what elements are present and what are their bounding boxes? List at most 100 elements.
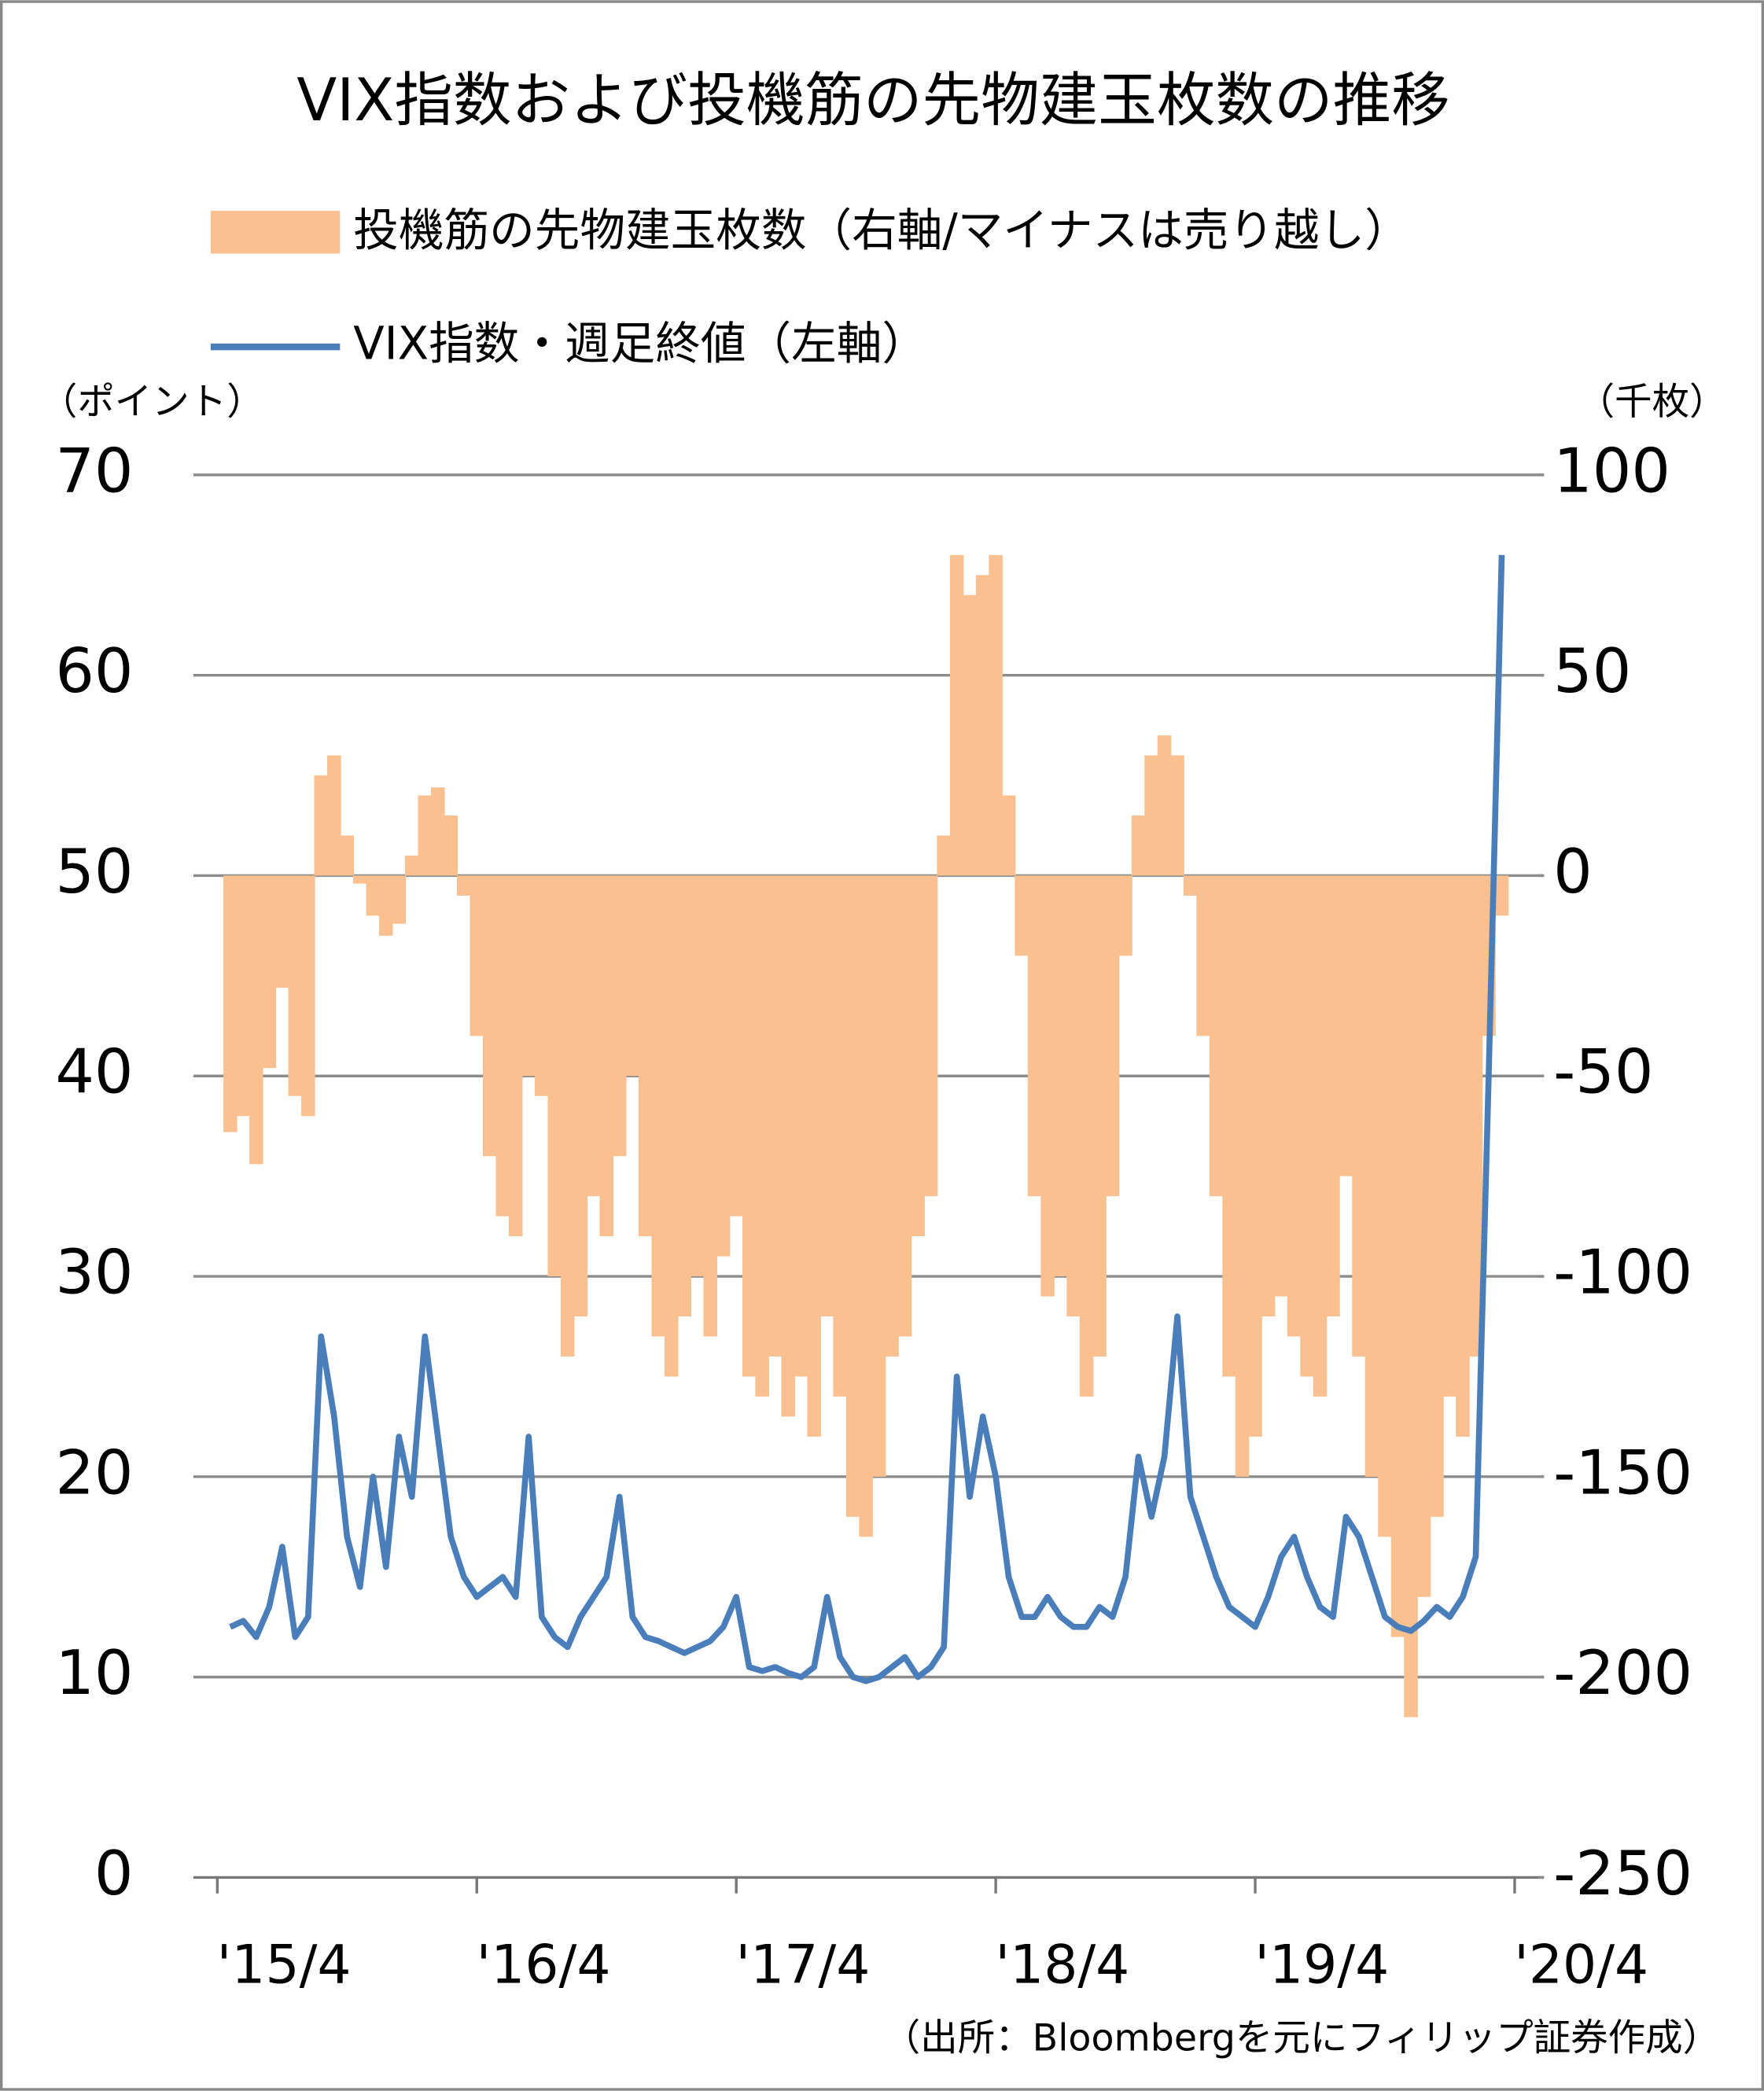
bar — [1364, 875, 1379, 1477]
bar — [1131, 815, 1146, 876]
bar — [314, 775, 329, 876]
bar — [845, 875, 860, 1517]
bar — [963, 595, 977, 876]
source: （出所：Bloombergを元にフィリップ証券作成） — [883, 2016, 1720, 2060]
bar — [1378, 875, 1392, 1537]
bar — [353, 875, 367, 884]
bar — [366, 875, 381, 916]
bar — [859, 875, 873, 1537]
y2-axis-label: （千枚） — [1578, 381, 1727, 424]
bar — [1209, 875, 1224, 1197]
bar — [405, 855, 419, 876]
bar — [703, 875, 717, 1337]
bar — [470, 875, 484, 1036]
bar — [911, 875, 925, 1237]
legend-swatch — [210, 211, 341, 254]
x-tick-label: '20/4 — [1514, 1933, 1648, 1995]
bar — [1390, 875, 1405, 1637]
bar — [716, 875, 731, 1257]
y2-tick-label: -100 — [1553, 1238, 1692, 1309]
bar — [327, 755, 341, 876]
bar — [923, 875, 938, 1197]
chart-title: VIX指数および投機筋の先物建玉枚数の推移 — [296, 66, 1450, 134]
bar — [1144, 755, 1158, 876]
bar — [1494, 875, 1509, 916]
bar — [937, 835, 951, 876]
bar — [495, 875, 510, 1217]
bar — [509, 875, 523, 1237]
y2-tick-label: -200 — [1553, 1638, 1692, 1709]
y-tick-label: 60 — [55, 636, 133, 707]
bar — [1066, 875, 1081, 1317]
bar — [1261, 875, 1276, 1317]
bar — [975, 575, 990, 876]
bar — [1053, 875, 1068, 1277]
bar — [1287, 875, 1302, 1337]
bar — [612, 875, 627, 1157]
bar — [768, 875, 783, 1357]
bar — [521, 875, 536, 1077]
bar — [1105, 875, 1120, 1197]
bar — [1118, 875, 1132, 956]
y2-tick-label: -150 — [1553, 1438, 1692, 1508]
y-tick-label: 70 — [55, 436, 133, 506]
bar — [690, 875, 705, 1277]
bar — [1040, 875, 1055, 1297]
bar — [677, 875, 691, 1317]
bar — [1313, 875, 1328, 1397]
bar — [275, 875, 289, 988]
bar — [1456, 875, 1470, 1437]
bar — [1248, 875, 1262, 1437]
bar — [625, 875, 639, 1077]
y-tick-label: 40 — [55, 1037, 133, 1108]
bar — [262, 875, 277, 1069]
bar — [457, 875, 471, 896]
bar — [1157, 735, 1172, 876]
x-tick-label: '17/4 — [736, 1933, 871, 1995]
x-tick-label: '16/4 — [477, 1933, 611, 1995]
bar — [819, 875, 834, 1317]
bar — [664, 875, 679, 1377]
bar — [1416, 875, 1431, 1597]
y2-tick-label: -250 — [1553, 1839, 1692, 1909]
bar — [729, 875, 743, 1217]
bar — [1001, 795, 1016, 876]
bar — [1404, 875, 1418, 1717]
y-axis-label: （ポイント） — [40, 381, 264, 424]
bar — [1442, 875, 1457, 1397]
bar — [1468, 875, 1483, 1357]
y-tick-label: 20 — [55, 1438, 133, 1508]
bar — [288, 875, 303, 1096]
bar — [949, 554, 964, 876]
legend-label: VIX指数・週足終値（左軸） — [353, 317, 927, 370]
bar — [392, 875, 407, 924]
bar — [807, 875, 821, 1437]
bar — [418, 795, 433, 876]
x-tick-label: '19/4 — [1254, 1933, 1389, 1995]
bar — [1170, 755, 1184, 876]
bar — [1027, 875, 1042, 1197]
bar — [560, 875, 575, 1357]
bar — [1274, 875, 1288, 1297]
y-tick-label: 50 — [55, 837, 133, 907]
y2-tick-label: 100 — [1553, 436, 1670, 506]
y-tick-label: 10 — [55, 1638, 133, 1709]
bar — [301, 875, 315, 1117]
bar — [1183, 875, 1198, 896]
bar — [249, 875, 263, 1165]
x-tick-label: '15/4 — [217, 1933, 352, 1995]
bar — [1015, 875, 1029, 956]
legend-label: 投機筋の先物建玉枚数（右軸/マイナスは売り越し） — [353, 204, 1410, 257]
bar — [651, 875, 665, 1337]
y-tick-label: 0 — [94, 1839, 134, 1909]
vix-line — [229, 554, 1505, 1684]
bar — [483, 875, 497, 1157]
y2-tick-label: 0 — [1553, 837, 1593, 907]
bar — [534, 875, 549, 1096]
bar — [781, 875, 795, 1417]
bar — [586, 875, 601, 1197]
bar — [794, 875, 808, 1377]
bar — [236, 875, 251, 1117]
bar — [1326, 875, 1340, 1317]
bar — [379, 875, 393, 936]
